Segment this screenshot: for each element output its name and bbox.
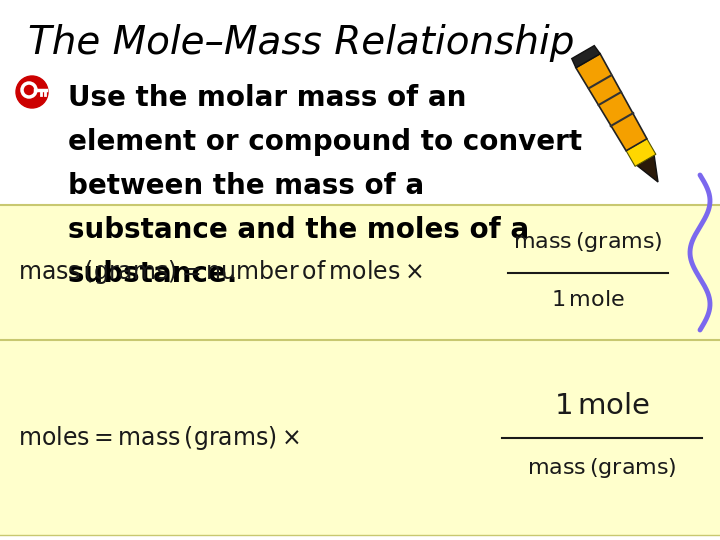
Text: $\mathrm{moles = mass\,(grams)} \times$: $\mathrm{moles = mass\,(grams)} \times$ xyxy=(18,423,300,451)
Text: element or compound to convert: element or compound to convert xyxy=(68,128,582,156)
Text: $\mathrm{1\,mole}$: $\mathrm{1\,mole}$ xyxy=(554,392,650,420)
FancyBboxPatch shape xyxy=(0,0,720,340)
Text: The Mole–Mass Relationship: The Mole–Mass Relationship xyxy=(28,24,575,62)
Text: $\mathrm{mass\,(grams) = number\,of\,moles} \times$: $\mathrm{mass\,(grams) = number\,of\,mol… xyxy=(18,259,423,287)
Text: between the mass of a: between the mass of a xyxy=(68,172,424,200)
Polygon shape xyxy=(636,156,658,182)
Polygon shape xyxy=(626,139,656,166)
Text: $\mathrm{mass\,(grams)}$: $\mathrm{mass\,(grams)}$ xyxy=(513,231,663,254)
Polygon shape xyxy=(576,54,647,151)
FancyBboxPatch shape xyxy=(0,205,720,340)
FancyBboxPatch shape xyxy=(0,340,720,535)
Polygon shape xyxy=(572,45,600,68)
Text: Use the molar mass of an: Use the molar mass of an xyxy=(68,84,467,112)
Text: substance and the moles of a: substance and the moles of a xyxy=(68,216,529,244)
Text: substance.: substance. xyxy=(68,260,238,288)
Text: $\mathrm{1\,mole}$: $\mathrm{1\,mole}$ xyxy=(551,291,625,310)
Text: $\mathrm{mass\,(grams)}$: $\mathrm{mass\,(grams)}$ xyxy=(527,456,677,480)
Circle shape xyxy=(16,76,48,108)
